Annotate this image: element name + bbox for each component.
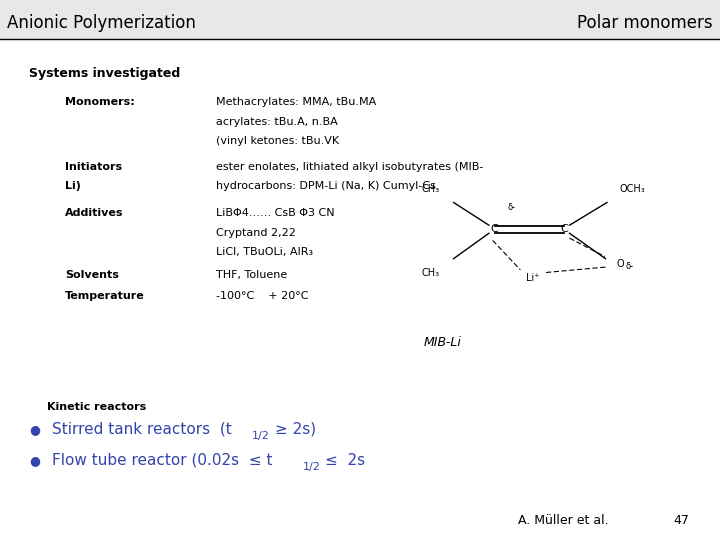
Text: 47: 47 bbox=[673, 514, 689, 526]
Text: Methacrylates: MMA, tBu.MA: Methacrylates: MMA, tBu.MA bbox=[216, 97, 377, 107]
Text: C: C bbox=[560, 225, 567, 234]
Text: OCH₃: OCH₃ bbox=[619, 184, 645, 194]
Text: 1/2: 1/2 bbox=[252, 431, 270, 441]
Text: CH₃: CH₃ bbox=[421, 268, 439, 279]
Text: 1/2: 1/2 bbox=[302, 462, 320, 471]
Text: THF, Toluene: THF, Toluene bbox=[216, 270, 287, 280]
Text: Li⁺: Li⁺ bbox=[526, 273, 539, 283]
Text: ≤  2s: ≤ 2s bbox=[325, 453, 366, 468]
Text: LiBΦ4…… CsB Φ3 CN: LiBΦ4…… CsB Φ3 CN bbox=[216, 208, 335, 219]
Text: (vinyl ketones: tBu.VK: (vinyl ketones: tBu.VK bbox=[216, 136, 339, 146]
Text: ●: ● bbox=[29, 454, 40, 467]
Text: Flow tube reactor (0.02s  ≤ t: Flow tube reactor (0.02s ≤ t bbox=[52, 453, 272, 468]
Text: Monomers:: Monomers: bbox=[65, 97, 135, 107]
Text: Anionic Polymerization: Anionic Polymerization bbox=[7, 14, 196, 32]
Text: LiCl, TBuOLi, AIR₃: LiCl, TBuOLi, AIR₃ bbox=[216, 247, 313, 258]
Text: ≥ 2s): ≥ 2s) bbox=[275, 422, 316, 437]
Text: acrylates: tBu.A, n.BA: acrylates: tBu.A, n.BA bbox=[216, 117, 338, 127]
Text: Systems investigated: Systems investigated bbox=[29, 68, 180, 80]
Text: Temperature: Temperature bbox=[65, 291, 145, 301]
Text: Cryptand 2,22: Cryptand 2,22 bbox=[216, 228, 296, 238]
Text: ester enolates, lithiated alkyl isobutyrates (MIB-: ester enolates, lithiated alkyl isobutyr… bbox=[216, 162, 483, 172]
Text: CH₃: CH₃ bbox=[421, 184, 439, 194]
Text: hydrocarbons: DPM-Li (Na, K) Cumyl-Cs: hydrocarbons: DPM-Li (Na, K) Cumyl-Cs bbox=[216, 181, 436, 192]
Text: Li): Li) bbox=[65, 181, 81, 192]
Text: Kinetic reactors: Kinetic reactors bbox=[47, 402, 146, 413]
Text: δ-: δ- bbox=[626, 262, 634, 271]
Text: Additives: Additives bbox=[65, 208, 123, 219]
Text: Solvents: Solvents bbox=[65, 270, 119, 280]
Text: Stirred tank reactors  (t: Stirred tank reactors (t bbox=[52, 422, 232, 437]
Text: Polar monomers: Polar monomers bbox=[577, 14, 713, 32]
Text: Initiators: Initiators bbox=[65, 162, 122, 172]
Text: -100°C    + 20°C: -100°C + 20°C bbox=[216, 291, 308, 301]
Text: A. Müller et al.: A. Müller et al. bbox=[518, 514, 609, 526]
Text: ●: ● bbox=[29, 423, 40, 436]
Text: C: C bbox=[491, 225, 498, 234]
Text: O: O bbox=[616, 259, 624, 269]
Text: MIB-Li: MIB-Li bbox=[424, 336, 462, 349]
Text: δ-: δ- bbox=[508, 204, 516, 212]
FancyBboxPatch shape bbox=[0, 0, 720, 39]
